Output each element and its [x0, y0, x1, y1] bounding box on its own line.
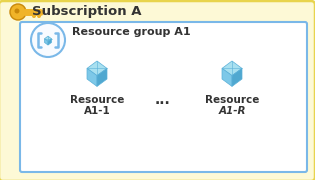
Text: A1-R: A1-R — [218, 106, 246, 116]
Circle shape — [31, 23, 65, 57]
Circle shape — [14, 8, 20, 14]
Text: Resource group A1: Resource group A1 — [72, 27, 191, 37]
Polygon shape — [232, 68, 242, 86]
Polygon shape — [44, 36, 51, 41]
Polygon shape — [48, 39, 51, 45]
Text: Subscription A: Subscription A — [32, 6, 141, 19]
Circle shape — [10, 4, 26, 20]
Text: Resource: Resource — [205, 95, 259, 105]
Polygon shape — [97, 68, 107, 86]
Polygon shape — [87, 61, 107, 76]
Text: Resource: Resource — [70, 95, 124, 105]
Polygon shape — [222, 61, 242, 76]
Polygon shape — [222, 68, 232, 86]
Polygon shape — [44, 39, 48, 45]
FancyBboxPatch shape — [20, 22, 307, 172]
Text: A1-1: A1-1 — [83, 106, 110, 116]
Text: ...: ... — [155, 93, 171, 107]
Polygon shape — [87, 68, 97, 86]
